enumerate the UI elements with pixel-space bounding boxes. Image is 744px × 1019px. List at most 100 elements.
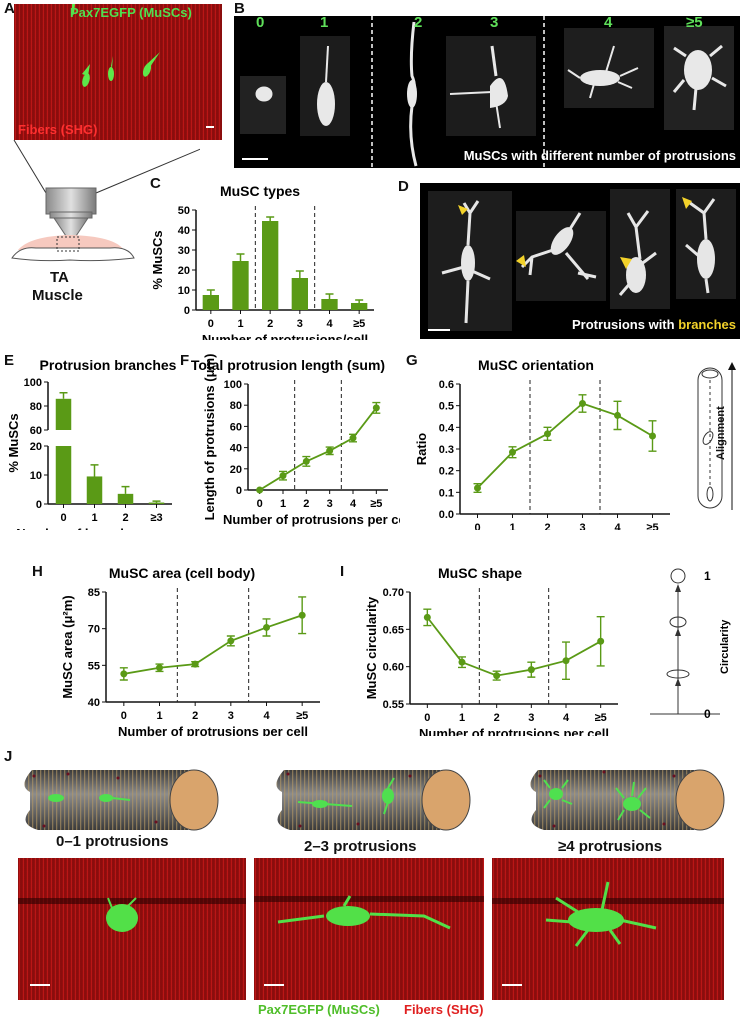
- error-bar: [355, 299, 364, 303]
- y-axis-label: MuSC area (μ²m): [60, 595, 75, 698]
- y-tick-label: 55: [88, 660, 100, 672]
- x-tick-label: 3: [579, 522, 585, 530]
- group-label-1: 0–1 protrusions: [56, 833, 169, 850]
- x-tick-label: 0: [474, 522, 480, 530]
- b-num-4: 4: [604, 14, 613, 31]
- data-point: [509, 448, 516, 456]
- bar: [262, 221, 279, 310]
- data-point: [474, 484, 481, 492]
- x-tick-label: 4: [350, 498, 357, 510]
- y-tick-label: 85: [88, 587, 100, 599]
- legend-green: Pax7EGFP (MuSCs): [258, 1002, 380, 1017]
- bar: [321, 299, 338, 310]
- bar: [291, 278, 308, 310]
- data-point: [326, 447, 334, 455]
- panel-label-f: F: [180, 352, 190, 369]
- y-tick-label: 0.4: [439, 422, 455, 434]
- alignment-label: Alignment: [715, 406, 727, 460]
- data-point: [458, 658, 466, 666]
- y-tick-label: 20: [30, 441, 42, 453]
- y-tick-label: 80: [30, 401, 42, 413]
- series-line: [476, 402, 653, 489]
- chart-title: MuSC area (cell body): [109, 565, 255, 581]
- chart-e: Protrusion branches 0 10 20 60 80 100 0 1 2 ≥3 Numb…: [6, 357, 180, 530]
- x-axis-label: Number of branches per cell: [16, 526, 180, 530]
- y-axis-label: % MuSCs: [6, 413, 21, 472]
- panel-label-b: B: [234, 0, 245, 17]
- panel-label-i: I: [340, 563, 345, 580]
- b-num-0: 0: [256, 14, 265, 31]
- j-micrograph-3: [492, 858, 724, 1000]
- d-caption-branches: branches: [678, 317, 736, 332]
- data-point: [156, 664, 163, 672]
- fiber-schematics: [24, 769, 725, 831]
- panel-label-c: C: [150, 175, 161, 192]
- x-tick-label: 3: [297, 318, 303, 330]
- circularity-label: Circularity: [719, 619, 731, 674]
- x-axis-label: Number of protrusions per cell: [118, 724, 308, 736]
- y-tick-label: 0: [36, 499, 42, 511]
- y-tick-label: 100: [224, 379, 242, 391]
- x-tick-label: 1: [237, 318, 243, 330]
- y-axis-label: % MuSCs: [150, 230, 165, 289]
- data-point: [227, 637, 235, 645]
- y-tick-label: 50: [178, 205, 190, 217]
- x-tick-label: 3: [228, 710, 234, 722]
- microscope-illustration: [11, 140, 200, 262]
- x-tick-label: ≥5: [296, 710, 308, 722]
- circularity-diagram: 1 0 Circularity: [650, 568, 731, 721]
- bar: [232, 261, 249, 310]
- error-bar: [90, 464, 99, 477]
- x-tick-label: 3: [528, 712, 534, 724]
- b-num-1: 1: [320, 14, 329, 31]
- y-tick-label: 0.1: [439, 487, 454, 499]
- x-tick-label: 3: [327, 498, 333, 510]
- x-axis-label: Number of protrusions per cell: [223, 512, 400, 527]
- chart-c: MuSC types 0 10 20 30 40 50 0 1 2 3 4 ≥5 Number of pr…: [150, 183, 374, 340]
- chart-title: MuSC orientation: [478, 357, 594, 373]
- y-tick-label: 0.3: [439, 444, 454, 456]
- x-tick-label: 0: [257, 498, 263, 510]
- data-point: [256, 486, 264, 494]
- data-point: [372, 404, 380, 412]
- x-tick-label: 0: [208, 318, 214, 330]
- circ-top: 1: [704, 569, 711, 583]
- fiber-3: [530, 769, 725, 831]
- x-tick-label: 1: [509, 522, 515, 530]
- error-bar: [121, 485, 130, 494]
- x-tick-label: 2: [267, 318, 273, 330]
- d-caption-text: Protrusions with: [572, 317, 679, 332]
- chart-h: MuSC area (cell body) 40 55 70 85 0 1 2 3 4 ≥5 Numb…: [60, 565, 320, 736]
- data-point: [191, 660, 199, 668]
- x-tick-label: 2: [544, 522, 550, 530]
- data-point: [614, 411, 621, 419]
- data-point: [562, 657, 570, 665]
- b-caption: MuSCs with different number of protrusio…: [463, 148, 736, 163]
- x-tick-label: 0: [121, 710, 127, 722]
- circ-bottom: 0: [704, 707, 711, 721]
- muscle-label: Muscle: [32, 287, 83, 304]
- x-tick-label: ≥5: [353, 318, 365, 330]
- fiber-2: [276, 769, 471, 831]
- y-tick-label: 100: [24, 377, 42, 389]
- error-bar: [152, 500, 161, 503]
- y-tick-label: 30: [178, 245, 190, 257]
- chart-g: MuSC orientation 0.0 0.1 0.2 0.3 0.4 0.5 0.6 0 1 2…: [414, 357, 670, 530]
- panel-a-micrograph: Pax7EGFP (MuSCs) Fibers (SHG): [14, 4, 222, 140]
- x-tick-label: 0: [424, 712, 430, 724]
- j-micrograph-2: [254, 858, 484, 1000]
- x-tick-label: ≥5: [646, 522, 658, 530]
- y-tick-label: 20: [178, 265, 190, 277]
- error-bar: [295, 270, 304, 278]
- y-tick-label: 40: [178, 225, 190, 237]
- data-point: [120, 670, 128, 678]
- y-tick-label: 10: [30, 470, 42, 482]
- x-tick-label: 1: [91, 512, 97, 524]
- alignment-diagram: Alignment: [697, 362, 736, 510]
- bar: [117, 493, 134, 504]
- panel-b-micrographs: 0 1 2 3 4 ≥5 MuSCs with different number…: [234, 14, 740, 168]
- y-tick-label: 40: [88, 697, 100, 709]
- y-tick-label: 0: [236, 485, 242, 497]
- error-bar: [206, 289, 215, 295]
- y-tick-label: 60: [230, 421, 242, 433]
